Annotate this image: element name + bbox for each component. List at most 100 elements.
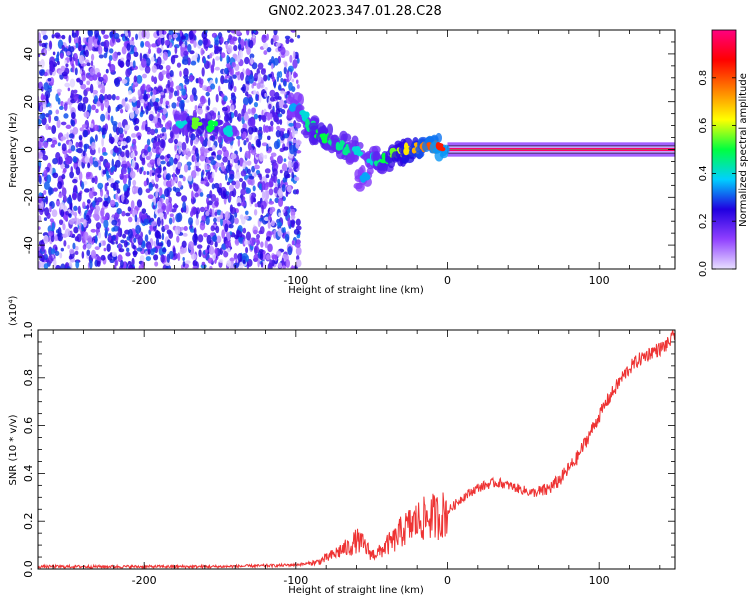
spectrogram-noise-cell [282,209,286,213]
spectrogram-noise-cell [214,66,220,71]
spectrogram-noise-cell [258,114,262,122]
spectrogram-noise-cell [90,53,95,61]
spectrogram-noise-cell [134,109,140,115]
spectrogram-noise-cell [64,154,67,158]
spectrogram-noise-cell [180,226,185,231]
spectrogram-noise-cell [214,211,218,216]
spectrogram-noise-cell [39,254,45,262]
spectrogram-noise-cell [77,41,82,52]
spectrogram-noise-cell [120,259,124,268]
spectrogram-noise-cell [139,255,145,262]
spectrogram-noise-cell [229,39,235,45]
snr-y-axis-label: SNR (10 * v/v) [8,414,19,485]
spectrogram-noise-cell [170,55,176,65]
spectrogram-noise-cell [233,252,238,260]
spectrogram-noise-cell [210,225,215,232]
spectrogram-noise-cell [272,34,278,43]
spectrogram-noise-cell [96,197,103,203]
spectrogram-noise-cell [258,183,263,191]
spectrogram-noise-cell [70,145,76,152]
spectrogram-noise-cell [40,94,46,101]
spectrogram-noise-cell [146,57,151,67]
spectrogram-noise-cell [132,250,138,258]
spectrogram-noise-cell [275,34,279,42]
spectrogram-noise-cell [143,180,148,187]
spectrogram-track-halo [401,152,410,163]
spectrogram-noise-cell [125,252,131,257]
spectrogram-noise-cell [222,79,229,84]
spectrogram-noise-cell [122,233,127,239]
spectrogram-noise-cell [269,113,273,120]
spectrogram-noise-cell [93,160,99,168]
spectrogram-noise-cell [61,143,67,152]
spectrogram-noise-cell [136,74,143,84]
spectrogram-noise-cell [95,205,101,213]
spectrogram-noise-cell [104,98,110,108]
spectrogram-noise-cell [215,225,220,234]
spectrogram-noise-cell [221,106,228,112]
spectrogram-noise-cell [131,257,135,267]
spectrogram-noise-cell [272,168,278,177]
spectrogram-noise-cell [173,203,178,211]
spectrogram-noise-cell [125,212,131,217]
spectrogram-noise-cell [195,218,200,226]
spectrogram-noise-cell [273,57,279,66]
spectrogram-noise-cell [236,55,241,63]
spectrogram-noise-cell [288,122,294,127]
spectrogram-track-halo [172,124,180,134]
spectrogram-noise-cell [151,179,155,185]
spectrogram-noise-cell [145,30,150,40]
spectrogram-noise-cell [94,134,98,142]
spectrogram-x-tick-label: -200 [132,274,157,287]
spectrogram-noise-cell [63,102,68,111]
spectrogram-noise-cell [239,146,243,153]
spectrogram-noise-cell [145,105,149,115]
spectrogram-noise-cell [173,138,178,144]
spectrogram-noise-cell [273,30,278,36]
spectrogram-noise-cell [147,43,151,49]
spectrogram-noise-cell [198,77,202,85]
spectrogram-noise-cell [168,94,172,100]
spectrogram-noise-cell [99,188,104,197]
spectrogram-noise-cell [209,190,213,199]
spectrogram-noise-cell [74,53,78,59]
spectrogram-noise-cell [94,30,99,38]
spectrogram-noise-cell [190,60,197,66]
spectrogram-noise-cell [285,191,289,197]
spectrogram-noise-cell [209,208,213,216]
spectrogram-noise-cell [97,39,100,46]
spectrogram-noise-cell [97,83,104,89]
spectrogram-track-cell [337,144,345,150]
spectrogram-noise-cell [65,63,69,68]
spectrogram-noise-cell [49,206,52,213]
spectrogram-noise-cell [258,93,262,103]
spectrogram-noise-cell [175,85,182,91]
spectrogram-noise-cell [231,61,237,68]
spectrogram-noise-cell [239,261,244,269]
spectrogram-noise-cell [230,94,237,101]
spectrogram-noise-cell [38,118,42,125]
spectrogram-noise-cell [81,75,86,82]
spectrogram-noise-cell [38,165,41,173]
spectrogram-noise-cell [293,228,300,235]
colorbar-ticks: 0.0 0.2 0.4 0.6 0.8 [698,70,736,277]
spectrogram-noise-cell [130,200,135,210]
spectrogram-noise-cell [74,250,79,256]
spectrogram-noise-cell [38,151,44,160]
spectrogram-noise-cell [95,222,102,230]
spectrogram-noise-cell [199,206,205,213]
spectrogram-noise-cell [285,38,290,45]
spectrogram-noise-cell [96,72,102,78]
spectrogram-noise-cell [235,71,240,76]
spectrogram-noise-cell [225,164,231,174]
spectrogram-noise-cell [247,96,254,104]
spectrogram-noise-cell [134,233,141,240]
spectrogram-noise-cell [51,222,55,232]
spectrogram-noise-cell [153,199,157,206]
spectrogram-track-halo [353,182,363,190]
spectrogram-noise-cell [43,141,49,149]
spectrogram-noise-cell [281,184,286,193]
spectrogram-noise-cell [156,157,161,167]
spectrogram-noise-cell [237,43,242,50]
spectrogram-noise-cell [164,224,170,230]
